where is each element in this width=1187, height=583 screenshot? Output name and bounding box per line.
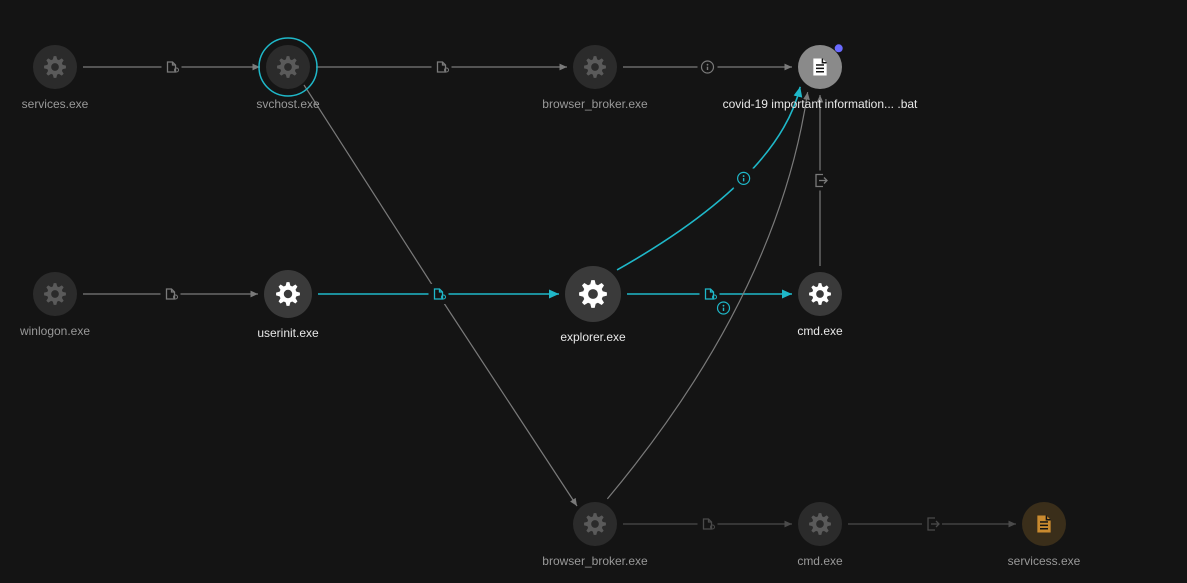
node-circle [266,45,310,89]
process-tree-graph[interactable]: services.exe svchost.exe browser_broker.ex… [0,0,1187,583]
process-node-broker1[interactable] [573,45,617,89]
edge-mid-icon [161,284,181,304]
edge [304,85,438,294]
process-node-covid[interactable] [798,44,843,89]
node-label: explorer.exe [560,330,626,344]
edge-mid-icon [162,57,182,77]
edge-mid-icon [429,284,449,304]
edge-sub-icon [718,302,730,314]
process-node-svchost[interactable] [259,38,317,96]
process-node-explorer[interactable] [565,266,621,322]
node-label: userinit.exe [257,326,319,340]
node-circle [33,45,77,89]
process-node-winlogon[interactable] [33,272,77,316]
edge-mid-icon [810,171,830,191]
alert-indicator-icon [835,44,843,52]
process-node-cmd2[interactable] [798,502,842,546]
process-node-userinit[interactable] [264,270,312,318]
edge-mid-icon [734,168,754,188]
edge [617,87,800,270]
process-node-cmd1[interactable] [798,272,842,316]
node-label: browser_broker.exe [542,554,648,568]
node-circle [798,502,842,546]
node-circle [798,272,842,316]
edge-mid-icon [700,284,720,304]
file-icon [813,59,826,76]
edge [438,294,577,506]
node-circle [33,272,77,316]
process-node-servicess[interactable] [1022,502,1066,546]
node-circle [565,266,621,322]
edge-mid-icon [922,514,942,534]
file-icon [1037,516,1050,533]
node-label: services.exe [22,97,89,111]
node-label: covid-19 important information... .bat [723,97,918,111]
node-circle [573,502,617,546]
node-label: svchost.exe [256,97,320,111]
node-label: servicess.exe [1008,554,1081,568]
edge-mid-icon [698,514,718,534]
node-label: browser_broker.exe [542,97,648,111]
node-label: cmd.exe [797,554,843,568]
process-node-services[interactable] [33,45,77,89]
node-circle [573,45,617,89]
node-label: winlogon.exe [19,324,90,338]
node-label: cmd.exe [797,324,843,338]
edge-mid-icon [698,57,718,77]
node-circle [264,270,312,318]
edge-mid-icon [432,57,452,77]
process-node-broker2[interactable] [573,502,617,546]
